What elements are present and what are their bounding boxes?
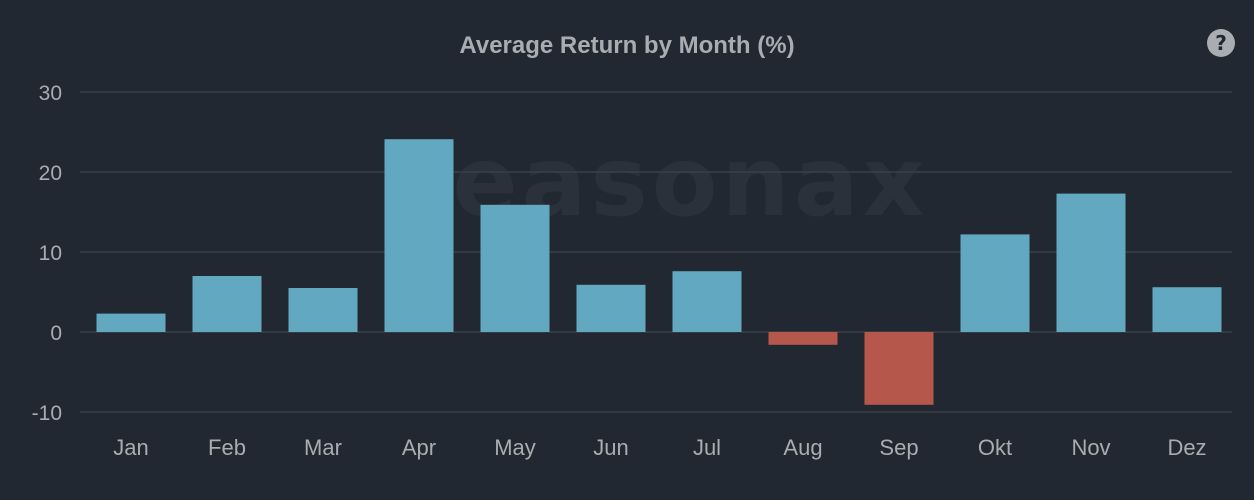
y-tick-label: 10 (39, 242, 62, 265)
x-tick-label: Jul (693, 435, 721, 460)
x-tick-label: Jun (593, 435, 628, 460)
question-circle-icon[interactable]: ? (1207, 29, 1235, 57)
bar-okt[interactable] (960, 234, 1030, 332)
x-tick-label: Dez (1167, 435, 1206, 460)
bar-feb[interactable] (192, 276, 262, 332)
y-tick-label: -10 (32, 402, 62, 425)
y-tick-label: 0 (50, 322, 62, 345)
bar-dez[interactable] (1152, 287, 1222, 332)
x-tick-label: Apr (402, 435, 436, 460)
x-tick-label: Mar (304, 435, 342, 460)
bar-mar[interactable] (288, 288, 358, 332)
bar-may[interactable] (480, 204, 550, 332)
y-tick-label: 20 (39, 162, 62, 185)
bar-nov[interactable] (1056, 193, 1126, 332)
x-tick-label: Sep (879, 435, 918, 460)
x-tick-label: Okt (978, 435, 1012, 460)
x-tick-label: Nov (1071, 435, 1110, 460)
x-tick-label: May (494, 435, 536, 460)
watermark-logo: seasonax (391, 126, 928, 238)
y-tick-label: 30 (39, 82, 62, 105)
bar-jul[interactable] (672, 271, 742, 332)
bar-jun[interactable] (576, 284, 646, 332)
x-tick-label: Feb (208, 435, 246, 460)
chart-title: Average Return by Month (%) (459, 32, 794, 59)
x-tick-label: Jan (113, 435, 148, 460)
bar-jan[interactable] (96, 313, 166, 332)
bar-aug[interactable] (768, 332, 838, 345)
x-tick-label: Aug (783, 435, 822, 460)
bar-sep[interactable] (864, 332, 934, 405)
bar-apr[interactable] (384, 139, 454, 332)
